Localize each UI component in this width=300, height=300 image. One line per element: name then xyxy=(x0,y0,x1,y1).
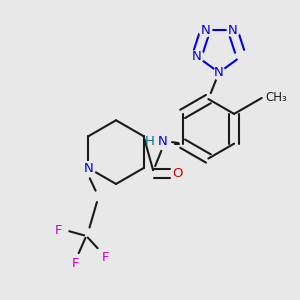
Text: N: N xyxy=(84,161,93,175)
Text: F: F xyxy=(55,224,62,237)
Text: N: N xyxy=(200,24,210,37)
Text: H: H xyxy=(145,135,155,148)
Text: F: F xyxy=(102,251,109,264)
Text: N: N xyxy=(192,50,202,63)
Text: CH₃: CH₃ xyxy=(265,92,286,104)
Text: N: N xyxy=(228,24,238,37)
Text: O: O xyxy=(172,167,183,180)
Text: N: N xyxy=(158,135,167,148)
Text: N: N xyxy=(214,66,224,79)
Text: F: F xyxy=(72,257,80,270)
